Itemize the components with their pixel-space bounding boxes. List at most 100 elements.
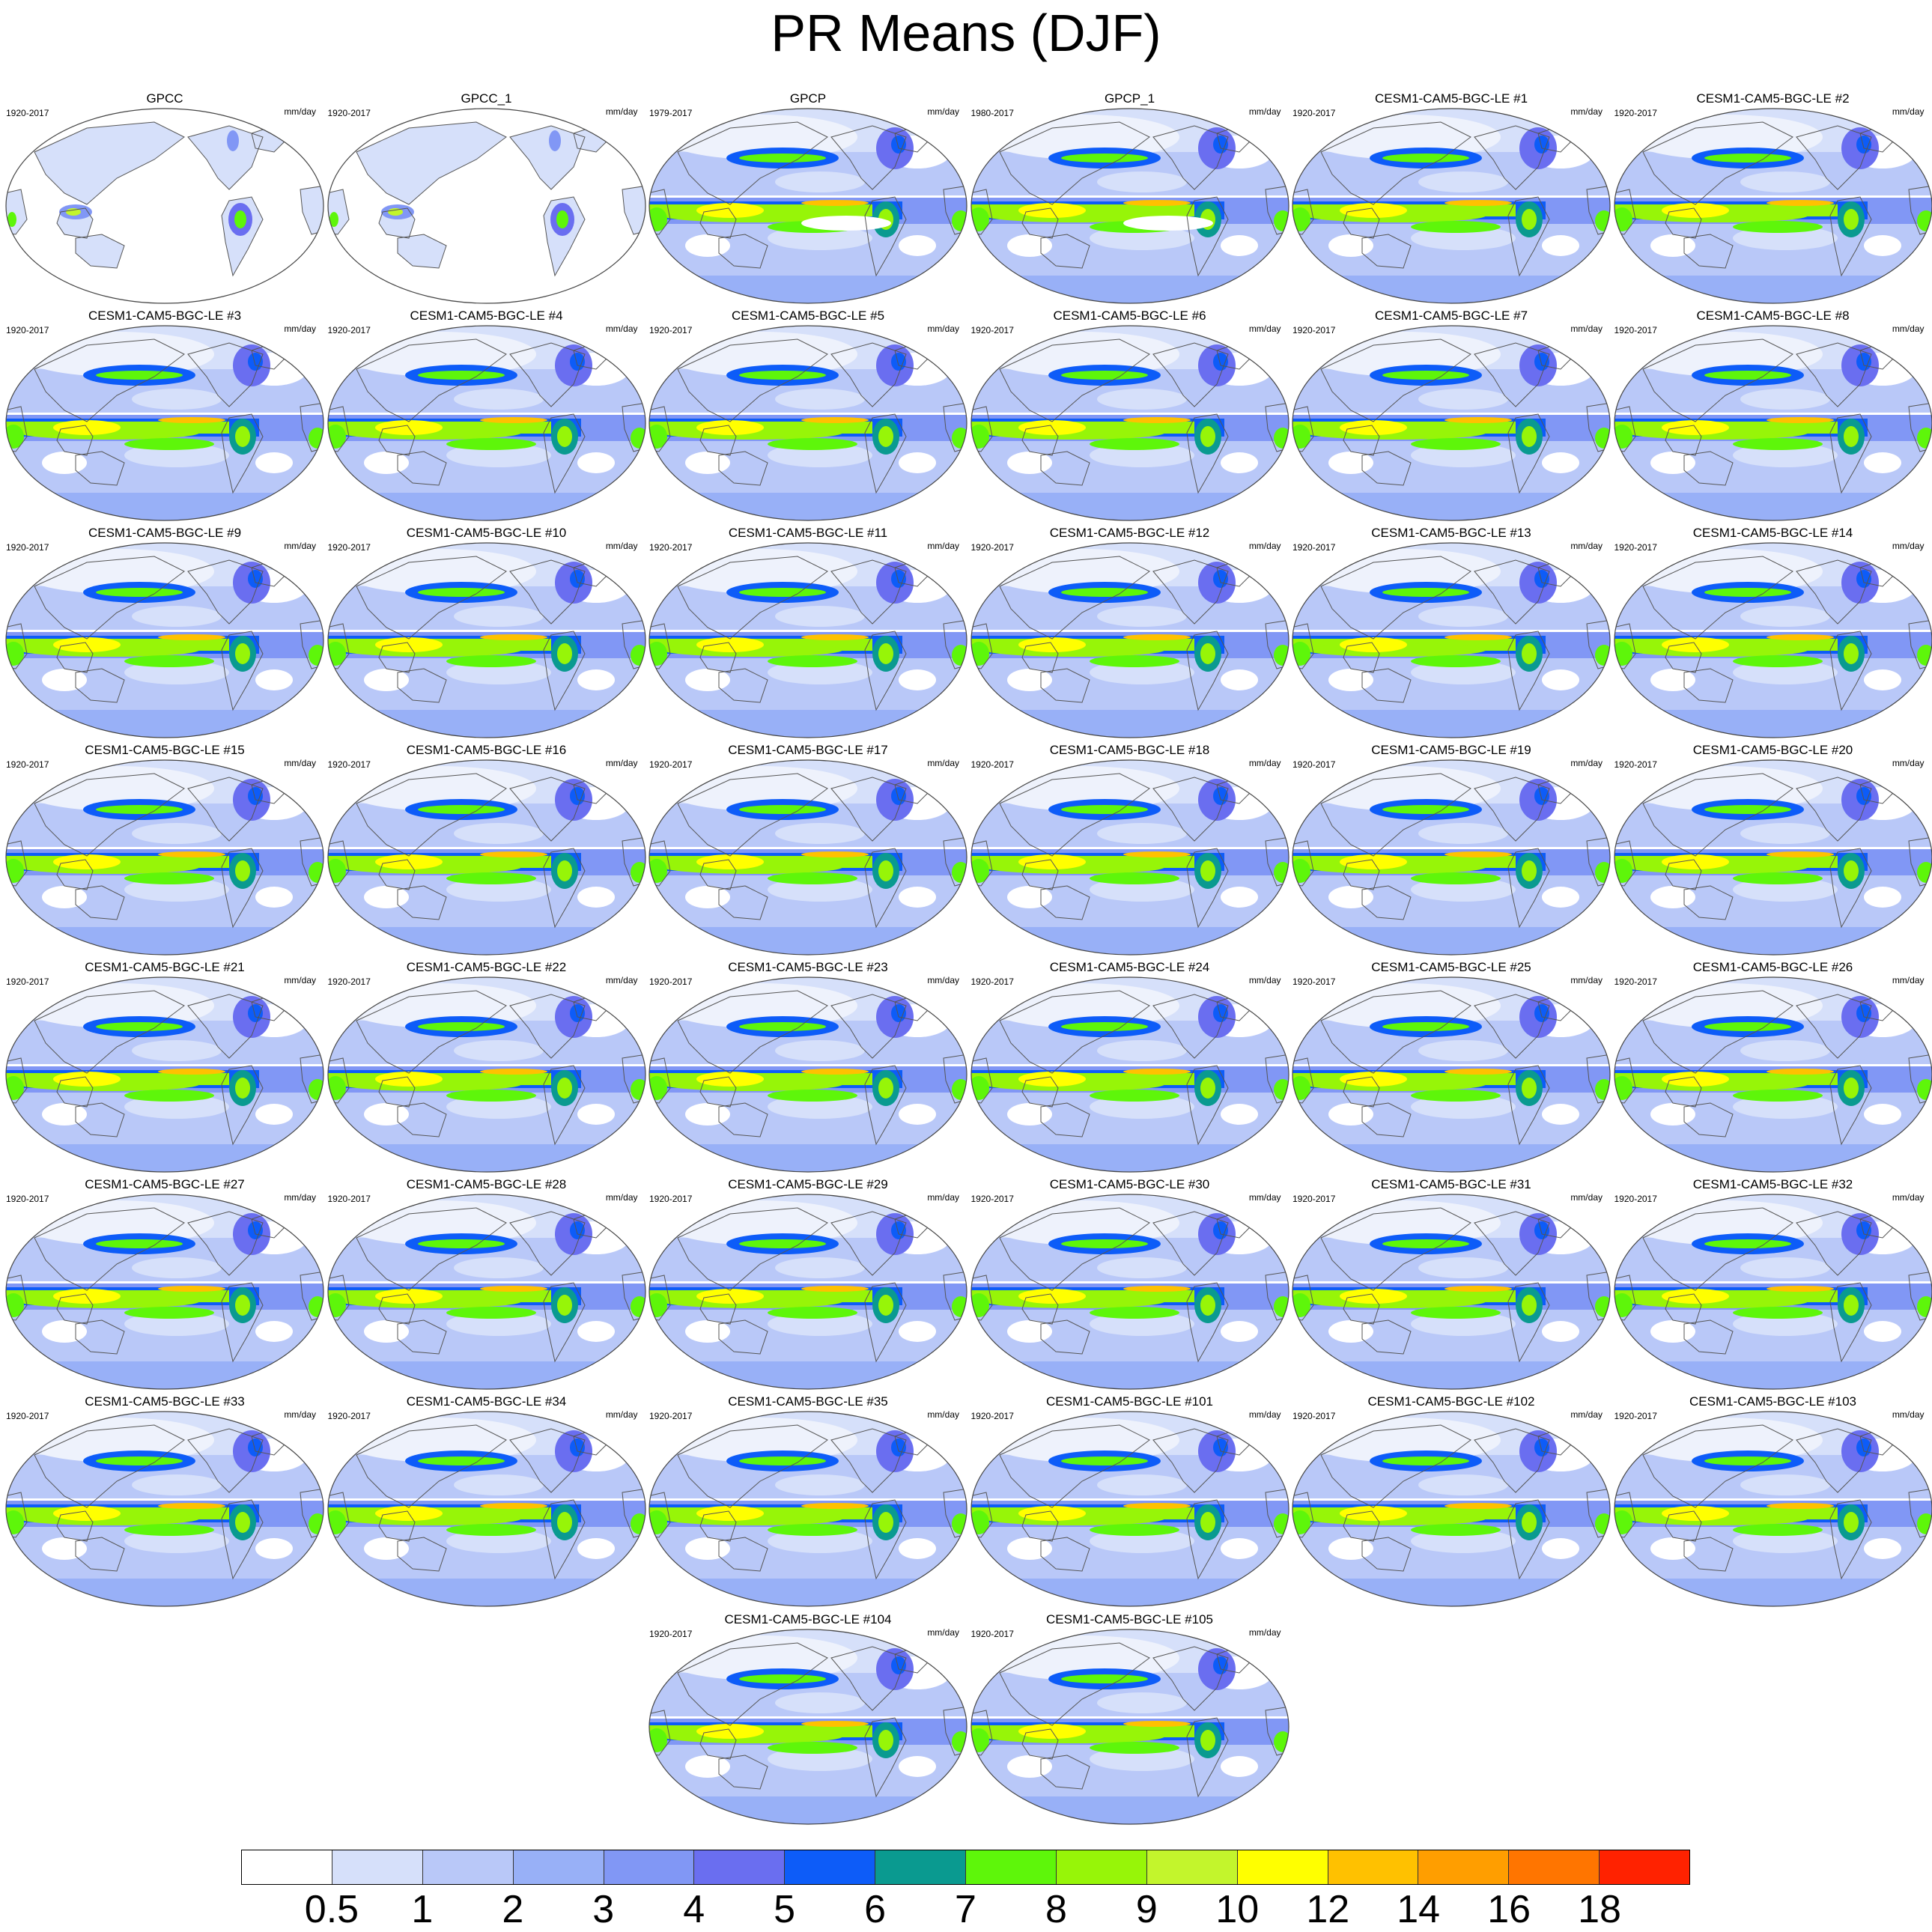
precipitation-map: [970, 324, 1290, 522]
precipitation-map: [1291, 324, 1611, 522]
precipitation-map: [326, 759, 647, 956]
panel-title: CESM1-CAM5-BGC-LE #35: [648, 1394, 968, 1409]
panel-title: CESM1-CAM5-BGC-LE #29: [648, 1177, 968, 1192]
panel-title: CESM1-CAM5-BGC-LE #7: [1291, 309, 1611, 323]
colorbar-label: 3: [592, 1887, 614, 1932]
colorbar-label: 9: [1136, 1887, 1158, 1932]
panel-title: CESM1-CAM5-BGC-LE #102: [1291, 1394, 1611, 1409]
precipitation-map: [326, 976, 647, 1173]
colorbar-swatch: [1328, 1850, 1419, 1884]
panel-title: CESM1-CAM5-BGC-LE #27: [4, 1177, 325, 1192]
panel-title: CESM1-CAM5-BGC-LE #3: [4, 309, 325, 323]
panel-title: CESM1-CAM5-BGC-LE #103: [1613, 1394, 1932, 1409]
panel-title: CESM1-CAM5-BGC-LE #20: [1613, 743, 1932, 758]
colorbar-swatch: [966, 1850, 1057, 1884]
precipitation-map: [1291, 1410, 1611, 1608]
panel-title: CESM1-CAM5-BGC-LE #30: [970, 1177, 1290, 1192]
panel-title: CESM1-CAM5-BGC-LE #32: [1613, 1177, 1932, 1192]
colorbar: [241, 1850, 1690, 1885]
colorbar-swatch: [875, 1850, 966, 1884]
precipitation-map: [648, 324, 968, 522]
precipitation-map: [4, 1410, 325, 1608]
colorbar-label: 10: [1215, 1887, 1259, 1932]
panel-title: CESM1-CAM5-BGC-LE #22: [326, 960, 647, 975]
precipitation-map: [648, 1628, 968, 1826]
colorbar-swatch: [1418, 1850, 1509, 1884]
panel-title: CESM1-CAM5-BGC-LE #18: [970, 743, 1290, 758]
precipitation-map: [648, 1410, 968, 1608]
panel-title: CESM1-CAM5-BGC-LE #17: [648, 743, 968, 758]
colorbar-swatch: [785, 1850, 875, 1884]
precipitation-map: [648, 1193, 968, 1391]
panel-title: GPCC_1: [326, 91, 647, 106]
panel-title: CESM1-CAM5-BGC-LE #26: [1613, 960, 1932, 975]
precipitation-map: [970, 1410, 1290, 1608]
panel-title: CESM1-CAM5-BGC-LE #13: [1291, 526, 1611, 541]
colorbar-swatch: [1600, 1850, 1689, 1884]
precipitation-map: [970, 1193, 1290, 1391]
precipitation-map: [326, 1193, 647, 1391]
precipitation-map: [1291, 976, 1611, 1173]
colorbar-swatch: [1238, 1850, 1328, 1884]
precipitation-map: [1613, 976, 1932, 1173]
precipitation-map: [4, 107, 325, 305]
colorbar-label: 18: [1578, 1887, 1621, 1932]
colorbar-label: 2: [502, 1887, 523, 1932]
precipitation-map: [1613, 324, 1932, 522]
page-title: PR Means (DJF): [0, 3, 1932, 63]
colorbar-swatch: [242, 1850, 332, 1884]
precipitation-map: [648, 759, 968, 956]
precipitation-map: [970, 107, 1290, 305]
precipitation-map: [4, 759, 325, 956]
colorbar-swatch: [1147, 1850, 1238, 1884]
panel-title: CESM1-CAM5-BGC-LE #16: [326, 743, 647, 758]
panel-title: CESM1-CAM5-BGC-LE #4: [326, 309, 647, 323]
precipitation-map: [4, 976, 325, 1173]
panel-title: CESM1-CAM5-BGC-LE #33: [4, 1394, 325, 1409]
precipitation-map: [1291, 1193, 1611, 1391]
panel-title: GPCP_1: [970, 91, 1290, 106]
colorbar-label: 4: [683, 1887, 705, 1932]
panel-title: CESM1-CAM5-BGC-LE #9: [4, 526, 325, 541]
panel-title: CESM1-CAM5-BGC-LE #28: [326, 1177, 647, 1192]
precipitation-map: [4, 1193, 325, 1391]
panel-title: CESM1-CAM5-BGC-LE #31: [1291, 1177, 1611, 1192]
precipitation-map: [648, 107, 968, 305]
panel-title: CESM1-CAM5-BGC-LE #34: [326, 1394, 647, 1409]
panel-title: CESM1-CAM5-BGC-LE #14: [1613, 526, 1932, 541]
precipitation-map: [970, 759, 1290, 956]
colorbar-label: 5: [774, 1887, 795, 1932]
panel-title: CESM1-CAM5-BGC-LE #15: [4, 743, 325, 758]
panel-title: CESM1-CAM5-BGC-LE #25: [1291, 960, 1611, 975]
precipitation-map: [970, 1628, 1290, 1826]
panel-title: CESM1-CAM5-BGC-LE #12: [970, 526, 1290, 541]
